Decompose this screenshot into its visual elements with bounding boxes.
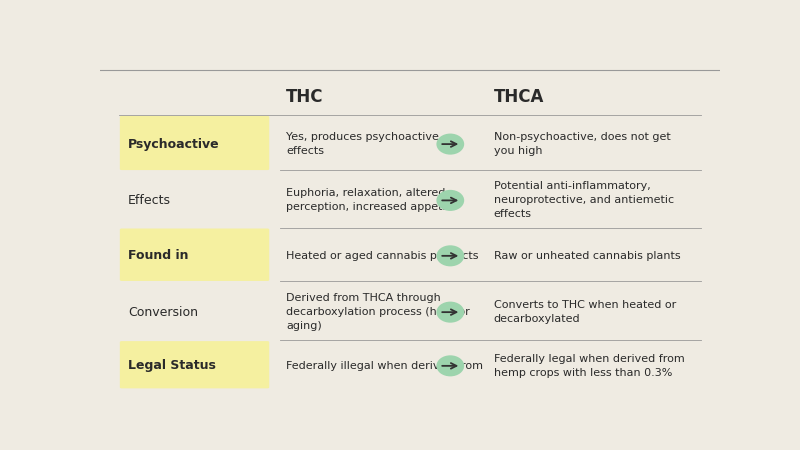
FancyBboxPatch shape: [120, 116, 270, 170]
Text: Heated or aged cannabis products: Heated or aged cannabis products: [286, 251, 478, 261]
Text: Euphoria, relaxation, altered
perception, increased appetite: Euphoria, relaxation, altered perception…: [286, 189, 457, 212]
Text: THC: THC: [286, 88, 323, 106]
Text: Psychoactive: Psychoactive: [128, 138, 219, 151]
Text: Found in: Found in: [128, 249, 189, 262]
Text: Federally illegal when derived from: Federally illegal when derived from: [286, 361, 483, 371]
Text: Potential anti-inflammatory,
neuroprotective, and antiemetic
effects: Potential anti-inflammatory, neuroprotec…: [494, 181, 674, 220]
Text: Converts to THC when heated or
decarboxylated: Converts to THC when heated or decarboxy…: [494, 300, 676, 324]
Text: Non-psychoactive, does not get
you high: Non-psychoactive, does not get you high: [494, 132, 670, 156]
Ellipse shape: [437, 302, 464, 323]
Ellipse shape: [437, 245, 464, 266]
Text: Derived from THCA through
decarboxylation process (heat or
aging): Derived from THCA through decarboxylatio…: [286, 293, 470, 331]
Text: Yes, produces psychoactive
effects: Yes, produces psychoactive effects: [286, 132, 439, 156]
FancyBboxPatch shape: [120, 229, 270, 281]
Text: Raw or unheated cannabis plants: Raw or unheated cannabis plants: [494, 251, 680, 261]
Text: Federally legal when derived from
hemp crops with less than 0.3%: Federally legal when derived from hemp c…: [494, 354, 685, 378]
Text: Conversion: Conversion: [128, 306, 198, 319]
Ellipse shape: [437, 356, 464, 376]
FancyBboxPatch shape: [120, 341, 270, 388]
Ellipse shape: [437, 134, 464, 155]
Text: THCA: THCA: [494, 88, 544, 106]
Text: Effects: Effects: [128, 194, 171, 207]
Ellipse shape: [437, 190, 464, 211]
Text: Legal Status: Legal Status: [128, 360, 216, 372]
